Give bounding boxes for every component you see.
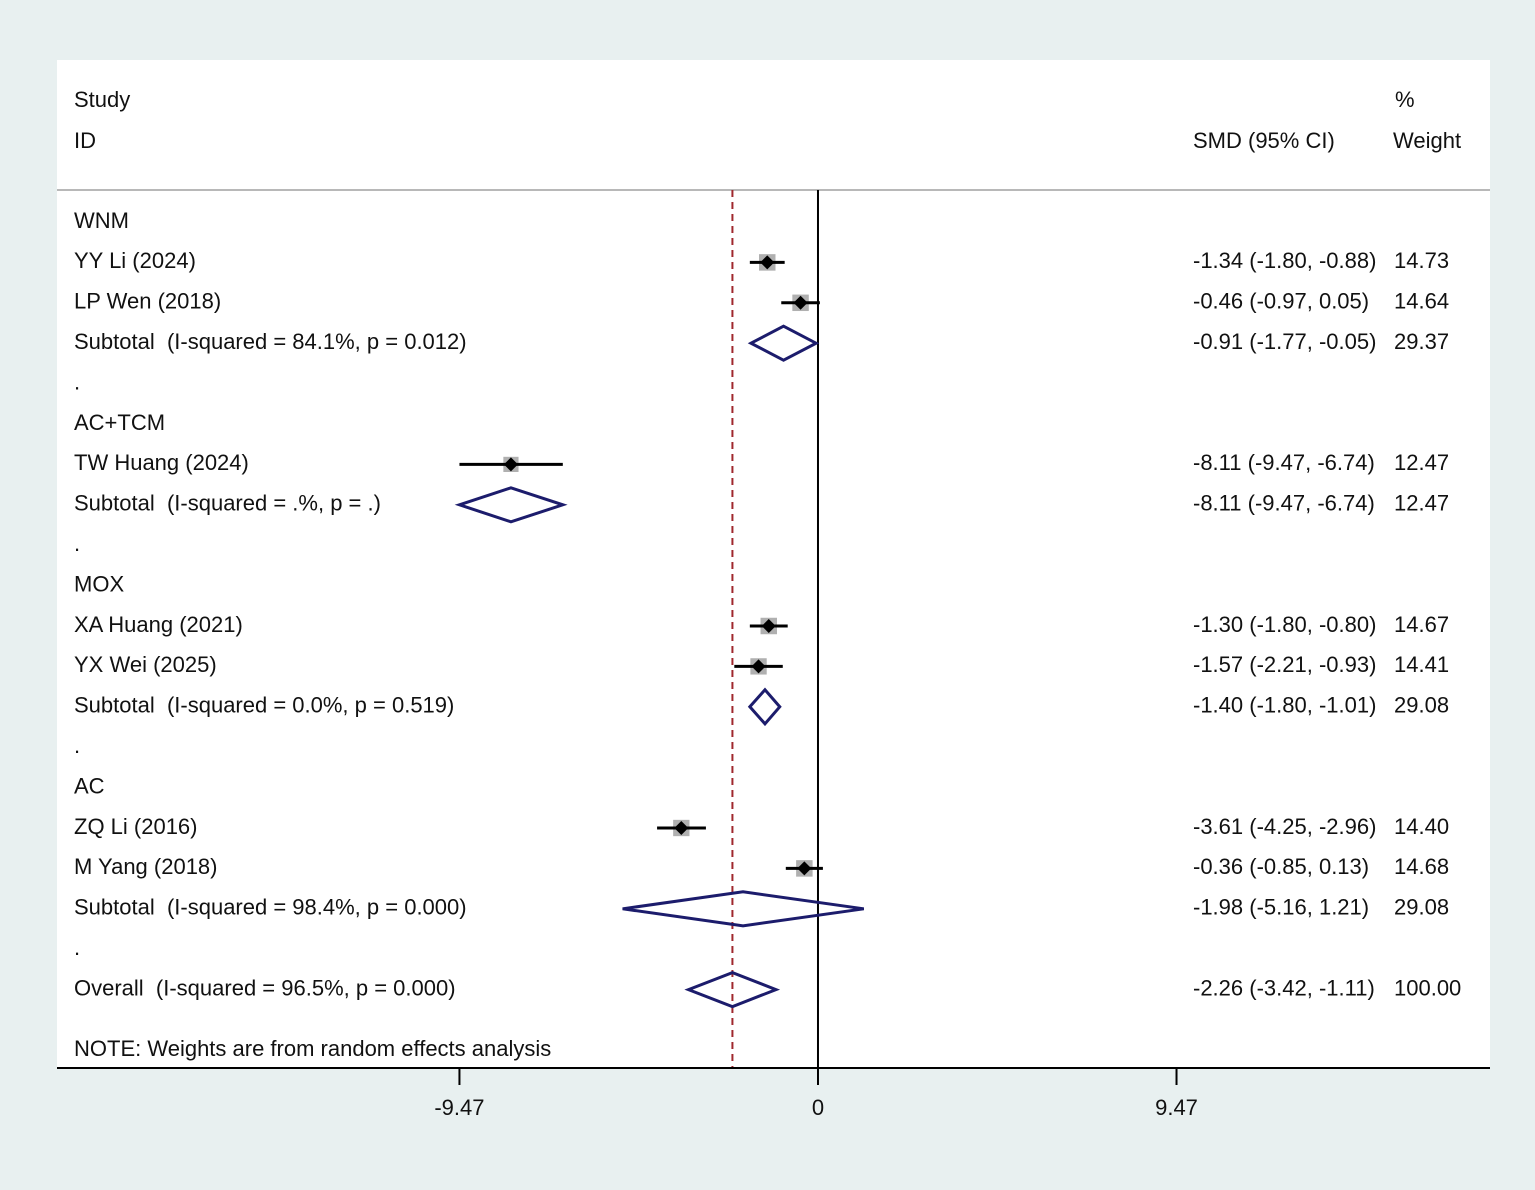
row-label: YY Li (2024) — [74, 248, 196, 273]
weight-label: 14.73 — [1394, 248, 1449, 273]
ci-label: -1.98 (-5.16, 1.21) — [1193, 895, 1369, 920]
separator: . — [74, 733, 80, 758]
weight-label: 14.40 — [1394, 814, 1449, 839]
header-id: ID — [74, 128, 96, 153]
row-label: Subtotal (I-squared = .%, p = .) — [74, 491, 381, 516]
header-study: Study — [74, 87, 130, 112]
point-estimate — [503, 457, 518, 472]
plot-panel — [57, 60, 1490, 1068]
ci-label: -0.36 (-0.85, 0.13) — [1193, 854, 1369, 879]
separator: . — [74, 935, 80, 960]
row-label: Subtotal (I-squared = 98.4%, p = 0.000) — [74, 895, 467, 920]
separator: . — [74, 369, 80, 394]
point-estimate — [760, 255, 775, 270]
point-estimate — [674, 821, 689, 835]
weight-label: 12.47 — [1394, 450, 1449, 475]
x-tick-label: 9.47 — [1155, 1095, 1198, 1120]
row-label: Subtotal (I-squared = 0.0%, p = 0.519) — [74, 693, 454, 718]
group-label: AC — [74, 773, 105, 798]
ci-label: -1.30 (-1.80, -0.80) — [1193, 612, 1376, 637]
pooled-diamond — [747, 687, 782, 727]
ci-label: -8.11 (-9.47, -6.74) — [1193, 450, 1375, 475]
header-weight: Weight — [1393, 128, 1461, 153]
ci-label: -1.40 (-1.80, -1.01) — [1193, 693, 1376, 718]
note: NOTE: Weights are from random effects an… — [74, 1036, 551, 1061]
point-estimate — [761, 619, 776, 633]
pooled-diamond — [454, 486, 568, 524]
ci-label: -0.46 (-0.97, 0.05) — [1193, 289, 1369, 314]
ci-label: -0.91 (-1.77, -0.05) — [1193, 329, 1376, 354]
row-label: ZQ Li (2016) — [74, 814, 198, 839]
weight-label: 29.37 — [1394, 329, 1449, 354]
pooled-diamond — [747, 324, 820, 362]
weight-label: 100.00 — [1394, 975, 1461, 1000]
weight-label: 14.67 — [1394, 612, 1449, 637]
point-estimate — [751, 659, 766, 674]
weight-label: 14.64 — [1394, 289, 1449, 314]
row-label: Overall (I-squared = 96.5%, p = 0.000) — [74, 975, 456, 1000]
ci-label: -2.26 (-3.42, -1.11) — [1193, 975, 1375, 1000]
row-label: YX Wei (2025) — [74, 652, 217, 677]
point-estimate — [793, 295, 808, 310]
pooled-diamond — [622, 890, 865, 928]
group-label: MOX — [74, 571, 124, 596]
ci-label: -8.11 (-9.47, -6.74) — [1193, 491, 1375, 516]
row-label: M Yang (2018) — [74, 854, 218, 879]
ci-label: -1.57 (-2.21, -0.93) — [1193, 652, 1376, 677]
pooled-diamond — [684, 970, 781, 1009]
row-label: Subtotal (I-squared = 84.1%, p = 0.012) — [74, 329, 467, 354]
x-tick-label: -9.47 — [434, 1095, 484, 1120]
weight-label: 29.08 — [1394, 693, 1449, 718]
row-label: XA Huang (2021) — [74, 612, 243, 637]
weight-label: 29.08 — [1394, 895, 1449, 920]
separator: . — [74, 531, 80, 556]
row-label: TW Huang (2024) — [74, 450, 249, 475]
weight-label: 12.47 — [1394, 491, 1449, 516]
row-label: LP Wen (2018) — [74, 289, 221, 314]
weight-label: 14.68 — [1394, 854, 1449, 879]
ci-label: -3.61 (-4.25, -2.96) — [1193, 814, 1376, 839]
weight-label: 14.41 — [1394, 652, 1449, 677]
header-percent: % — [1395, 87, 1415, 112]
group-label: AC+TCM — [74, 410, 165, 435]
group-label: WNM — [74, 208, 129, 233]
x-tick-label: 0 — [812, 1095, 824, 1120]
ci-label: -1.34 (-1.80, -0.88) — [1193, 248, 1376, 273]
point-estimate — [797, 861, 812, 876]
header-estimate: SMD (95% CI) — [1193, 128, 1335, 153]
